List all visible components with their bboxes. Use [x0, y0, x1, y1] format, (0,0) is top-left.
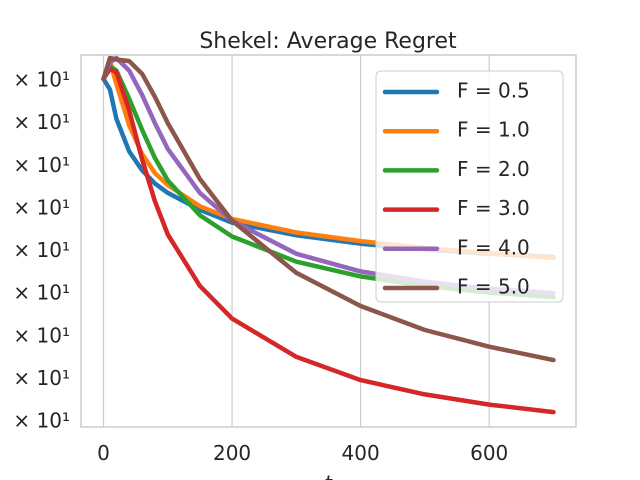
y-tick-label: × 10¹ [13, 110, 70, 134]
legend-label: F = 1.0 [457, 118, 530, 142]
y-tick-label: × 10¹ [13, 323, 70, 347]
series-line [101, 66, 556, 415]
x-axis-label: t [324, 471, 333, 480]
x-tick-label: 600 [470, 441, 508, 465]
legend-box [375, 70, 564, 303]
legend-label: F = 0.5 [457, 79, 530, 103]
x-tick-label: 200 [213, 441, 251, 465]
y-tick-label: × 10¹ [13, 153, 70, 177]
y-tick-label: × 10¹ [13, 366, 70, 390]
y-tick-label: × 10¹ [13, 68, 70, 92]
chart-title: Shekel: Average Regret [199, 29, 457, 54]
legend-label: F = 2.0 [457, 157, 530, 181]
y-tick-label: × 10¹ [13, 281, 70, 305]
y-tick-label: × 10¹ [13, 195, 70, 219]
legend-label: F = 3.0 [457, 196, 530, 220]
y-tick-label: × 10¹ [13, 238, 70, 262]
y-tick-labels: × 10¹ × 10¹ × 10¹ × 10¹ × 10¹ × 10¹ × 10¹ × 10¹… [13, 68, 70, 433]
legend: F = 0.5 F = 1.0 F = 2.0 F = 3.0 F = 4.0 F = 5… [375, 70, 564, 303]
plot-frame [80, 54, 577, 428]
y-tick-label: × 10¹ [13, 409, 70, 433]
x-tick-label: 0 [97, 441, 110, 465]
x-tick-label: 400 [342, 441, 380, 465]
legend-label: F = 5.0 [457, 275, 530, 299]
x-tick-labels: 0 200 400 600 [97, 441, 508, 465]
series-line [101, 55, 556, 363]
legend-label: F = 4.0 [457, 235, 530, 259]
